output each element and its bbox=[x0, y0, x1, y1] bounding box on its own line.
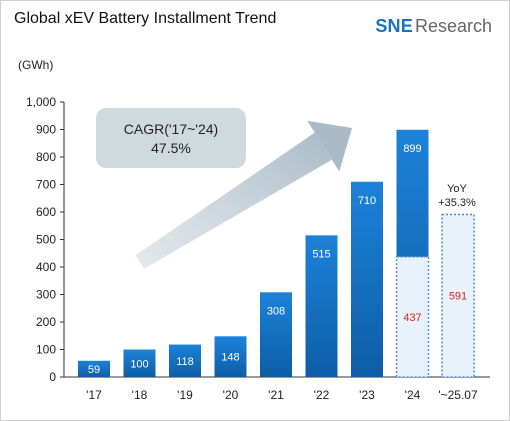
brand-research: Research bbox=[414, 16, 492, 36]
y-axis-unit: (GWh) bbox=[18, 58, 54, 72]
bar-value-label: 710 bbox=[358, 195, 376, 207]
cagr-arrow bbox=[135, 120, 352, 269]
bar-4 bbox=[260, 292, 292, 377]
bar-value-label: 899 bbox=[403, 143, 421, 155]
y-tick-label: 600 bbox=[36, 205, 56, 219]
partial-bar bbox=[395, 256, 430, 378]
x-tick-label: '18 bbox=[132, 388, 148, 402]
brand-logo: SNE Research bbox=[375, 16, 492, 37]
y-tick-label: 0 bbox=[49, 370, 56, 384]
yoy-value: +35.3% bbox=[438, 197, 476, 209]
partial-value-label: 437 bbox=[403, 312, 421, 324]
x-tick-label: '20 bbox=[223, 388, 239, 402]
y-tick-label: 1,000 bbox=[26, 95, 56, 109]
bar-value-label: 308 bbox=[267, 305, 285, 317]
x-tick-label: '17 bbox=[86, 388, 102, 402]
x-tick-label: '19 bbox=[177, 388, 193, 402]
yoy-label: YoY bbox=[447, 183, 467, 195]
bar-value-label: 591 bbox=[449, 291, 467, 303]
bar-1 bbox=[123, 349, 156, 377]
cagr-label: CAGR('17~'24) bbox=[124, 121, 218, 137]
cagr-annotation: CAGR('17~'24) 47.5% bbox=[96, 108, 246, 168]
x-tick-label: '22 bbox=[314, 388, 330, 402]
x-tick-label: '~25.07 bbox=[438, 388, 478, 402]
y-tick-label: 200 bbox=[36, 315, 56, 329]
y-tick-label: 100 bbox=[36, 343, 56, 357]
bar-8 bbox=[441, 213, 475, 378]
y-tick-label: 800 bbox=[36, 150, 56, 164]
bar-value-label: 515 bbox=[312, 248, 330, 260]
bar-6 bbox=[351, 181, 383, 377]
chart-title: Global xEV Battery Installment Trend bbox=[14, 10, 277, 27]
bar-0 bbox=[78, 360, 110, 377]
y-tick-label: 900 bbox=[36, 123, 56, 137]
bar-value-label: 118 bbox=[176, 356, 194, 368]
y-tick-label: 300 bbox=[36, 288, 56, 302]
brand-sne: SNE bbox=[375, 16, 413, 36]
bar-value-label: 100 bbox=[130, 358, 148, 370]
x-tick-label: '23 bbox=[359, 388, 375, 402]
y-tick-label: 400 bbox=[36, 260, 56, 274]
y-tick-label: 500 bbox=[36, 233, 56, 247]
x-tick-label: '24 bbox=[405, 388, 421, 402]
bar-value-label: 59 bbox=[88, 364, 100, 376]
y-tick-label: 700 bbox=[36, 178, 56, 192]
bar-5 bbox=[305, 235, 338, 377]
cagr-box bbox=[96, 108, 246, 168]
bar-3 bbox=[214, 336, 247, 377]
bar-2 bbox=[169, 344, 201, 377]
yoy-annotation: YoY +35.3% bbox=[438, 183, 476, 209]
cagr-value: 47.5% bbox=[151, 140, 191, 156]
bar-value-label: 148 bbox=[221, 352, 239, 364]
x-tick-label: '21 bbox=[268, 388, 284, 402]
